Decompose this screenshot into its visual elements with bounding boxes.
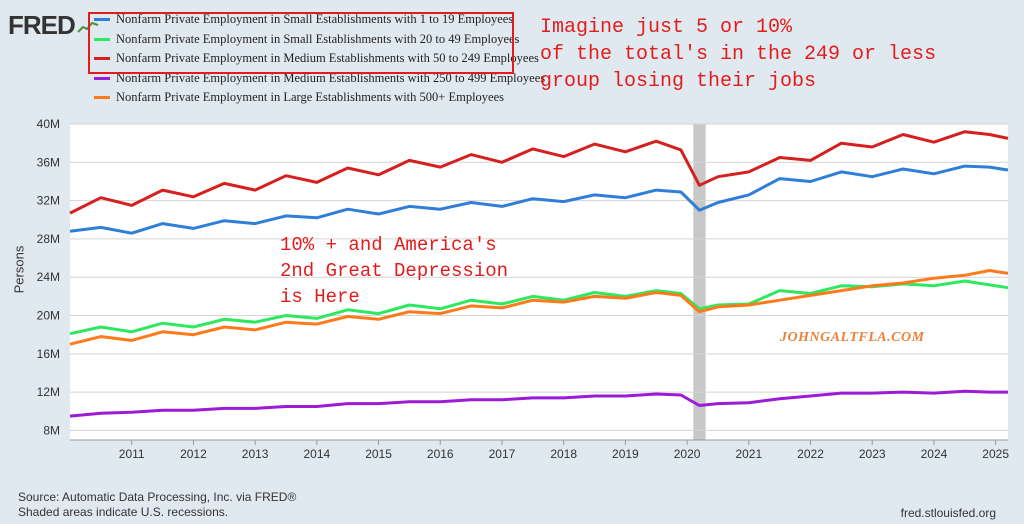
legend-label: Nonfarm Private Employment in Medium Est… (116, 70, 546, 85)
x-tick-label: 2020 (674, 447, 701, 461)
y-tick-label: 8M (43, 423, 60, 437)
x-tick-label: 2023 (859, 447, 886, 461)
legend-highlight-box (88, 12, 514, 74)
y-tick-label: 28M (37, 232, 60, 246)
source-note: Source: Automatic Data Processing, Inc. … (18, 490, 296, 520)
fred-logo: FRED (8, 10, 99, 41)
y-tick-label: 32M (37, 194, 60, 208)
series-line (69, 164, 1009, 235)
legend-swatch (94, 76, 110, 80)
recession-note: Shaded areas indicate U.S. recessions. (18, 505, 229, 519)
legend-item: Nonfarm Private Employment in Medium Est… (90, 49, 545, 69)
x-tick-label: 2012 (180, 447, 207, 461)
y-tick-label: 24M (37, 270, 60, 284)
legend-label: Nonfarm Private Employment in Small Esta… (116, 12, 514, 27)
legend-label: Nonfarm Private Employment in Large Esta… (116, 90, 505, 105)
x-tick-label: 2011 (119, 447, 145, 461)
x-tick-label: 2024 (921, 447, 948, 461)
fred-url[interactable]: fred.stlouisfed.org (900, 506, 996, 520)
annotation-middle: 10% + and America's 2nd Great Depression… (280, 234, 509, 308)
x-tick-label: 2022 (797, 447, 824, 461)
series-line (69, 269, 1009, 346)
legend-item: Nonfarm Private Employment in Medium Est… (90, 69, 545, 89)
x-tick-label: 2018 (550, 447, 577, 461)
x-tick-label: 2015 (365, 447, 392, 461)
y-tick-label: 20M (37, 309, 60, 323)
fred-logo-text: FRED (8, 10, 76, 40)
x-tick-label: 2017 (489, 447, 516, 461)
legend-item: Nonfarm Private Employment in Small Esta… (90, 30, 545, 50)
x-tick-label: 2021 (735, 447, 762, 461)
x-tick-label: 2014 (303, 447, 330, 461)
series-line (69, 130, 1009, 215)
x-tick-label: 2025 (982, 447, 1009, 461)
recession-band (693, 124, 706, 440)
y-tick-label: 36M (37, 155, 60, 169)
legend-swatch (94, 18, 110, 22)
legend-swatch (94, 57, 110, 61)
y-tick-label: 40M (37, 117, 60, 131)
legend-label: Nonfarm Private Employment in Small Esta… (116, 31, 520, 46)
source-text: Source: Automatic Data Processing, Inc. … (18, 490, 297, 504)
chart-legend: Nonfarm Private Employment in Small Esta… (90, 10, 545, 108)
y-axis-label: Persons (11, 245, 27, 294)
legend-swatch (94, 37, 110, 41)
x-tick-label: 2019 (612, 447, 639, 461)
x-tick-label: 2016 (427, 447, 454, 461)
fred-logo-icon (77, 21, 99, 33)
annotation-top: Imagine just 5 or 10% of the total's in … (540, 16, 937, 93)
x-tick-label: 2013 (242, 447, 269, 461)
series-line (69, 389, 1008, 418)
legend-item: Nonfarm Private Employment in Small Esta… (90, 10, 545, 30)
legend-item: Nonfarm Private Employment in Large Esta… (90, 88, 545, 108)
legend-swatch (94, 96, 110, 100)
watermark: JOHNGALTFLA.COM (780, 330, 925, 345)
legend-label: Nonfarm Private Employment in Medium Est… (116, 51, 539, 66)
y-tick-label: 16M (37, 347, 60, 361)
plot-area (70, 124, 1008, 440)
y-tick-label: 12M (37, 385, 60, 399)
